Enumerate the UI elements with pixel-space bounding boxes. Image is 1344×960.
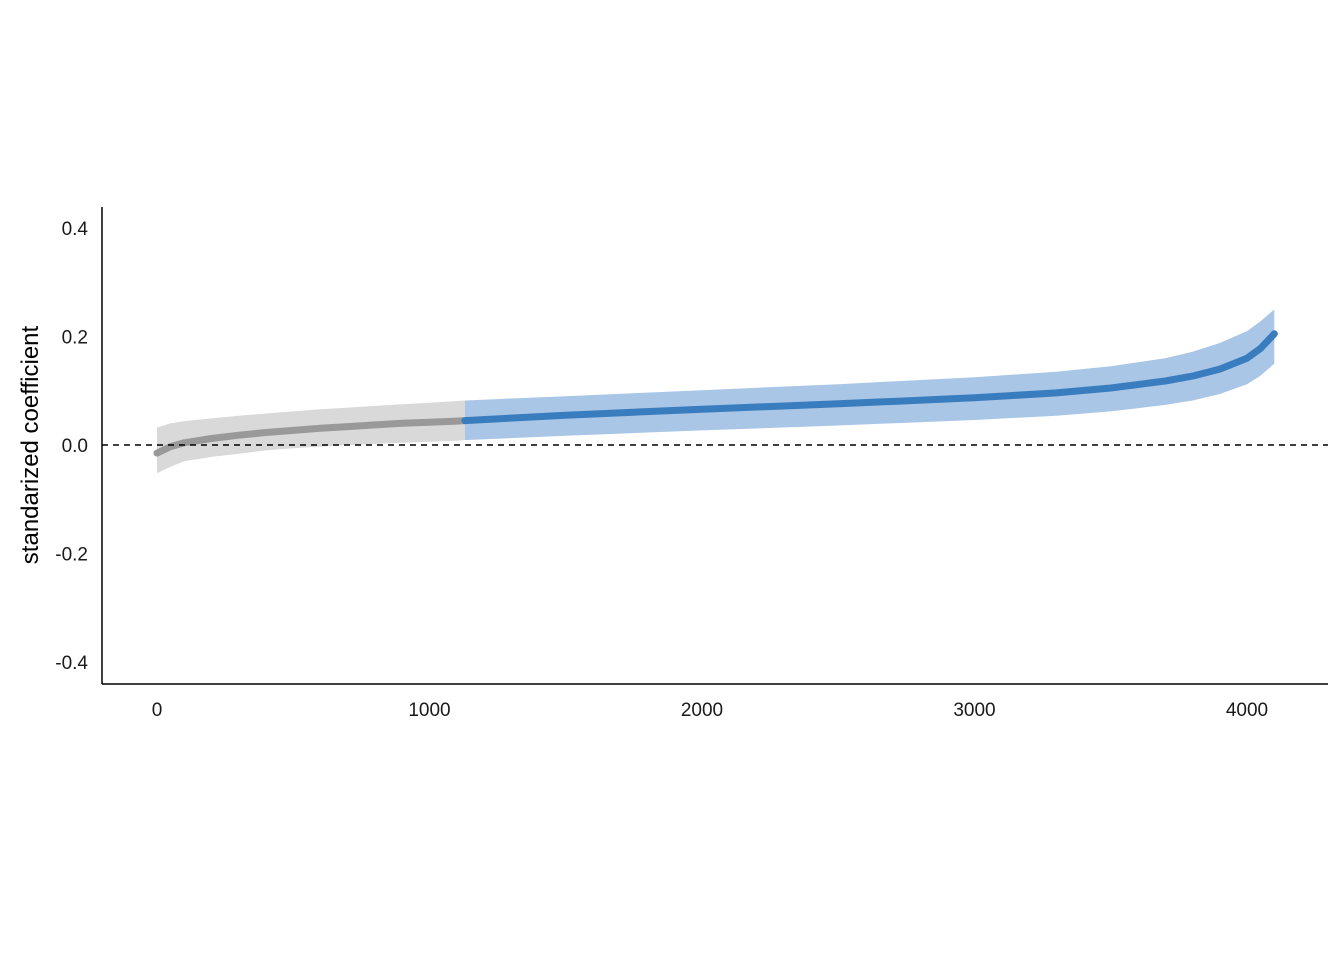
series-2-line [461, 330, 1278, 425]
x-axis-ticks: 0 1000 2000 3000 4000 [152, 700, 1268, 721]
x-tick-label: 1000 [408, 700, 450, 721]
plot-area [153, 309, 1278, 474]
y-tick-label: -0.2 [55, 545, 88, 566]
series-2-confidence-band [464, 309, 1275, 441]
series-1-line [153, 417, 469, 457]
x-tick-label: 2000 [681, 700, 723, 721]
x-tick-label: 3000 [953, 700, 995, 721]
y-tick-label: -0.4 [55, 653, 88, 674]
y-tick-label: 0.4 [62, 219, 89, 240]
y-axis-ticks: 0.4 0.2 0.0 -0.2 -0.4 [55, 219, 88, 674]
x-tick-label: 0 [152, 700, 163, 721]
y-axis-title: standarized coefficient [17, 325, 44, 564]
y-tick-label: 0.0 [62, 436, 88, 457]
y-tick-label: 0.2 [62, 328, 88, 349]
series-1-confidence-band [157, 400, 465, 474]
x-tick-label: 4000 [1226, 700, 1268, 721]
